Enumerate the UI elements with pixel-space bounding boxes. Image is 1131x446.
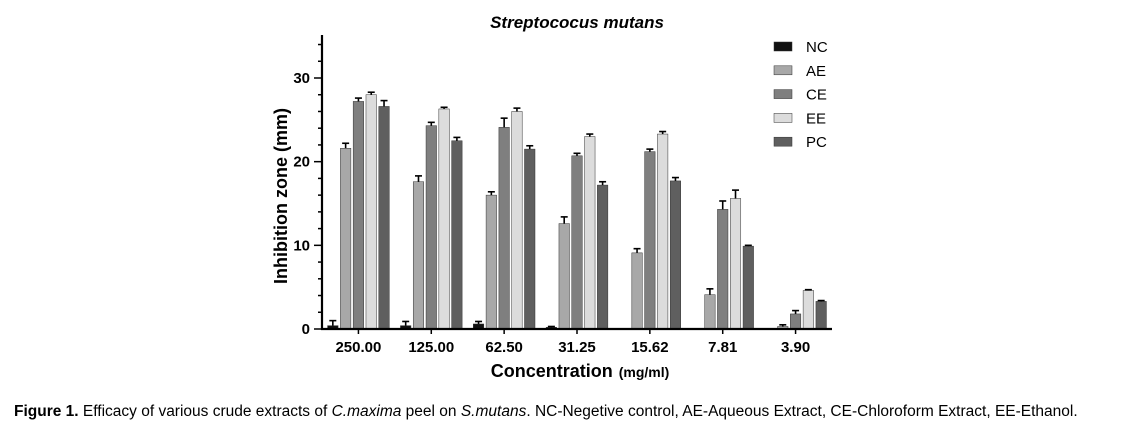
y-tick-label: 30 (293, 70, 310, 87)
caption-label: Figure 1. (14, 403, 79, 420)
bar (597, 184, 609, 330)
bar (657, 133, 669, 330)
legend-label: NC (806, 39, 828, 56)
legend-label: CE (806, 87, 827, 104)
caption-text: . NC-Negetive control, AE-Aqueous Extrac… (526, 403, 1078, 420)
x-tick-label: 15.62 (631, 339, 669, 356)
x-tick-label: 250.00 (335, 339, 381, 356)
bar (631, 252, 643, 330)
caption-text: Efficacy of various crude extracts of (78, 403, 332, 420)
x-axis-label: Concentration (491, 361, 613, 381)
x-tick-label: 62.50 (485, 339, 523, 356)
bar (485, 194, 497, 330)
legend-swatch (773, 65, 793, 76)
bar (704, 294, 716, 330)
bar (524, 148, 536, 330)
bar (815, 301, 827, 330)
bar (644, 151, 656, 330)
legend-label: AE (806, 63, 826, 80)
chart-title: Streptococus mutans (490, 13, 664, 32)
caption-species: S.mutans (460, 403, 527, 420)
y-tick-label: 20 (293, 154, 310, 171)
y-tick-label: 0 (302, 321, 310, 338)
x-tick-label: 7.81 (708, 339, 737, 356)
bar (802, 290, 814, 330)
bar (790, 313, 802, 330)
legend-swatch (773, 136, 793, 147)
bar (425, 125, 437, 330)
bar (438, 108, 450, 330)
bar (571, 155, 583, 330)
y-axis-title: Inhibition zone (mm) (271, 108, 291, 284)
bar (340, 148, 352, 330)
caption-species: C.maxima (331, 403, 402, 420)
bar (498, 127, 510, 330)
bar (352, 101, 364, 330)
legend-swatch (773, 41, 793, 52)
x-axis-unit: (mg/ml) (619, 364, 670, 380)
x-tick-label: 31.25 (558, 339, 596, 356)
legend-swatch (773, 89, 793, 99)
bar (365, 94, 377, 330)
bar (511, 111, 523, 330)
x-tick-label: 125.00 (408, 339, 454, 356)
bar (451, 140, 463, 330)
legend-swatch (773, 113, 793, 123)
legend-label: EE (806, 110, 826, 127)
bar (730, 198, 742, 330)
bar (558, 223, 570, 330)
legend-label: PC (806, 134, 827, 151)
bar (412, 181, 424, 330)
figure-caption: Figure 1. Efficacy of various crude extr… (14, 402, 1119, 421)
bar (378, 106, 390, 330)
caption-text: peel on (401, 403, 461, 420)
bar (584, 136, 596, 330)
x-tick-label: 3.90 (781, 339, 810, 356)
x-axis-title: Concentration (mg/ml) (491, 361, 670, 381)
bar (669, 180, 681, 330)
chart: Streptococus mutans 250.00 125.00 62.50 31.… (271, 13, 832, 381)
bar (742, 245, 754, 330)
y-tick-label: 10 (293, 237, 310, 254)
bar-chart: Streptococus mutans 250.00 125.00 62.50 31.… (271, 13, 832, 381)
bar (717, 209, 729, 330)
